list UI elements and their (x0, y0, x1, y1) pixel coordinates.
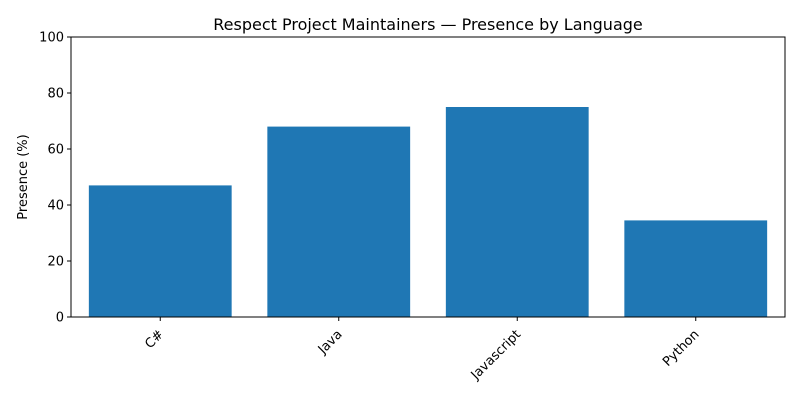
x-tick-label: C# (142, 327, 167, 352)
x-tick-label: Python (660, 327, 702, 369)
bars-group (88, 107, 768, 317)
chart-title: Respect Project Maintainers — Presence b… (213, 15, 643, 34)
y-tick-label: 100 (39, 31, 64, 46)
x-tick-label: Javascript (468, 327, 524, 383)
bar-javascript (445, 107, 589, 317)
y-axis-ticks: 0 20 40 60 80 100 (39, 31, 71, 326)
y-tick-label: 20 (47, 255, 64, 270)
x-axis-ticks: C# Java Javascript Python (142, 317, 703, 384)
bar-java (267, 126, 411, 317)
y-tick-label: 80 (47, 87, 64, 102)
y-tick-label: 0 (56, 311, 64, 326)
bar-python (624, 220, 768, 317)
y-tick-label: 60 (47, 143, 64, 158)
y-axis-label: Presence (%) (16, 134, 31, 219)
bar-c- (88, 185, 232, 317)
x-tick-label: Java (315, 327, 346, 358)
plot-frame (70, 36, 786, 318)
y-tick-label: 40 (47, 199, 64, 214)
